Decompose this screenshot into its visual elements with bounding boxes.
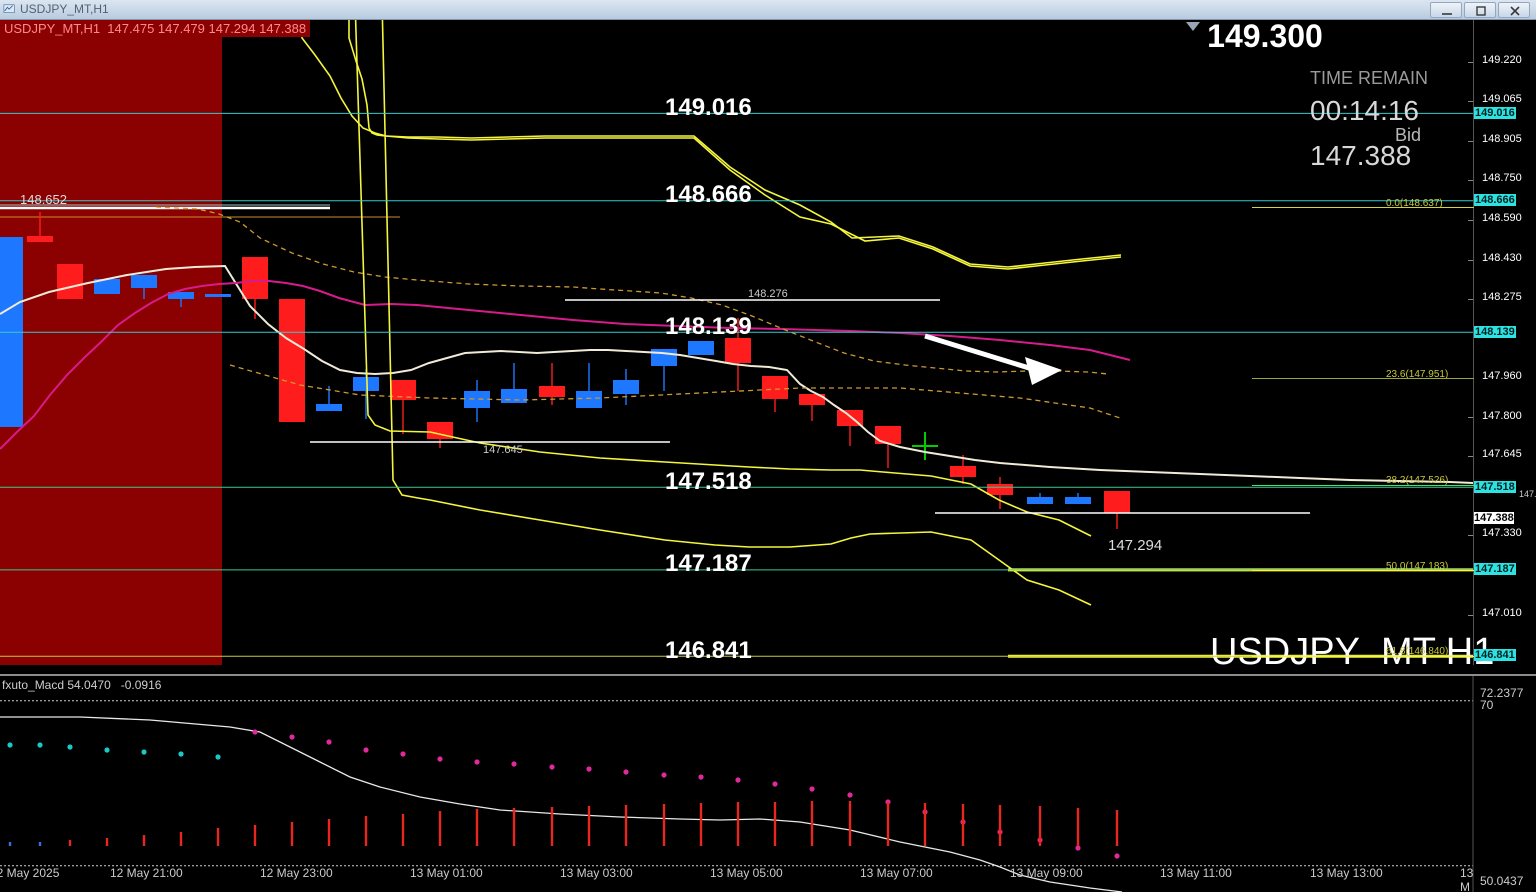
svg-text:147.294: 147.294 <box>1108 537 1162 554</box>
svg-text:USDJPY_MT H1: USDJPY_MT H1 <box>1210 631 1494 665</box>
svg-text:147.645: 147.645 <box>483 444 523 456</box>
svg-text:148.276: 148.276 <box>748 288 788 300</box>
